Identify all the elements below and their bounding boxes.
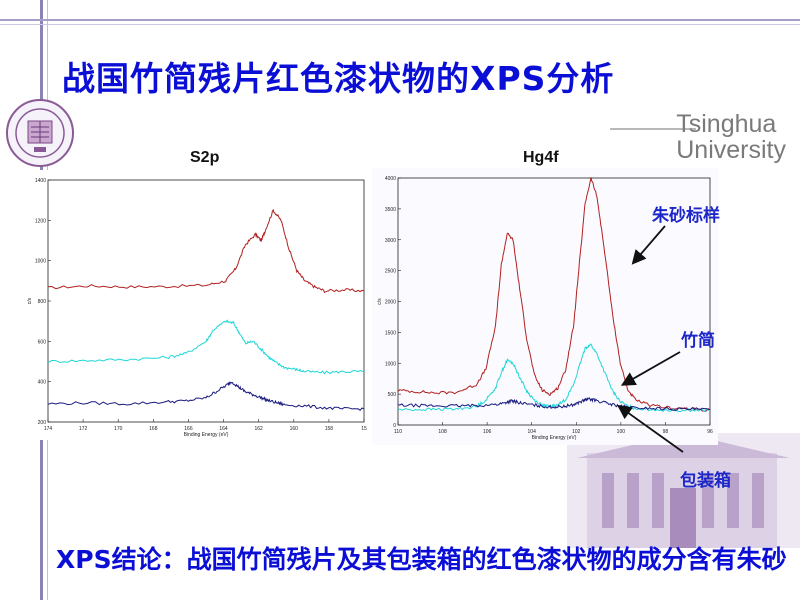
frame-top-thin-line — [0, 24, 800, 25]
y-tick-label: 1000 — [385, 361, 396, 367]
x-tick-label: 160 — [290, 426, 299, 432]
x-tick-label: 168 — [149, 426, 158, 432]
box-arrow — [617, 404, 684, 453]
y-tick-label: 600 — [38, 339, 47, 345]
y-tick-label: 3000 — [385, 238, 396, 244]
x-tick-label: 104 — [528, 429, 537, 435]
university-logo: Tsinghua University — [676, 111, 786, 163]
slide-title: 战国竹简残片红色漆状物的XPS分析 — [62, 59, 615, 98]
x-tick-label: 164 — [219, 426, 228, 432]
logo-divider — [610, 128, 696, 130]
box-label: 包装箱 — [680, 471, 731, 491]
x-tick-label: 172 — [79, 426, 88, 432]
cinnabar-arrow — [631, 225, 666, 265]
series-line-0 — [47, 208, 365, 294]
x-tick-label: 110 — [394, 429, 402, 435]
x-tick-label: 158 — [325, 426, 334, 432]
x-tick-label: 162 — [254, 426, 263, 432]
y-tick-label: 200 — [38, 420, 47, 426]
frame-top-line — [0, 19, 800, 21]
tsinghua-seal-icon — [6, 99, 74, 167]
x-tick-label: 102 — [572, 429, 581, 435]
s2p-chart: 174 172 170 168 166 164 162 160 158 15 200 400 600 80… — [22, 170, 372, 440]
y-axis-label: c/s — [377, 298, 383, 305]
series-line-1 — [47, 319, 365, 375]
x-tick-label: 174 — [44, 426, 53, 432]
conclusion-text: XPS结论：战国竹简残片及其包装箱的红色漆状物的成分含有朱砂 — [56, 545, 787, 574]
x-axis-label: Binding Energy (eV) — [184, 432, 229, 438]
y-tick-label: 0 — [393, 423, 396, 429]
bamboo-arrow — [620, 351, 681, 386]
y-tick-label: 500 — [388, 392, 397, 398]
x-tick-label: 100 — [617, 429, 626, 435]
x-tick-label: 166 — [184, 426, 193, 432]
x-tick-label: 106 — [483, 429, 492, 435]
y-axis-label: c/s — [27, 297, 33, 304]
bamboo-label: 竹简 — [681, 331, 715, 351]
y-tick-label: 2500 — [385, 269, 396, 275]
y-tick-label: 4000 — [385, 176, 396, 182]
x-tick-label: 15 — [361, 426, 367, 432]
logo-line-1: Tsinghua — [676, 110, 777, 138]
y-tick-label: 2000 — [385, 300, 396, 306]
hg4f-chart-background — [372, 168, 718, 445]
x-tick-label: 98 — [663, 429, 669, 435]
x-axis-label: Binding Energy (eV) — [532, 435, 577, 441]
x-tick-label: 108 — [438, 429, 447, 435]
hg4f-chart-title: Hg4f — [523, 149, 559, 166]
y-tick-label: 1000 — [35, 259, 46, 265]
y-tick-label: 1400 — [35, 178, 46, 184]
s2p-chart-title: S2p — [190, 149, 220, 166]
y-tick-label: 1200 — [35, 218, 46, 224]
y-tick-label: 3500 — [385, 207, 396, 213]
x-tick-label: 170 — [114, 426, 123, 432]
cinnabar-label: 朱砂标样 — [652, 206, 720, 226]
building-watermark-icon — [567, 433, 800, 548]
y-tick-label: 800 — [38, 299, 47, 305]
x-tick-label: 96 — [707, 429, 713, 435]
y-tick-label: 1500 — [385, 330, 396, 336]
series-line-0 — [397, 177, 711, 412]
series-line-2 — [47, 381, 365, 411]
y-tick-label: 400 — [38, 380, 47, 386]
logo-line-2: University — [676, 136, 786, 164]
